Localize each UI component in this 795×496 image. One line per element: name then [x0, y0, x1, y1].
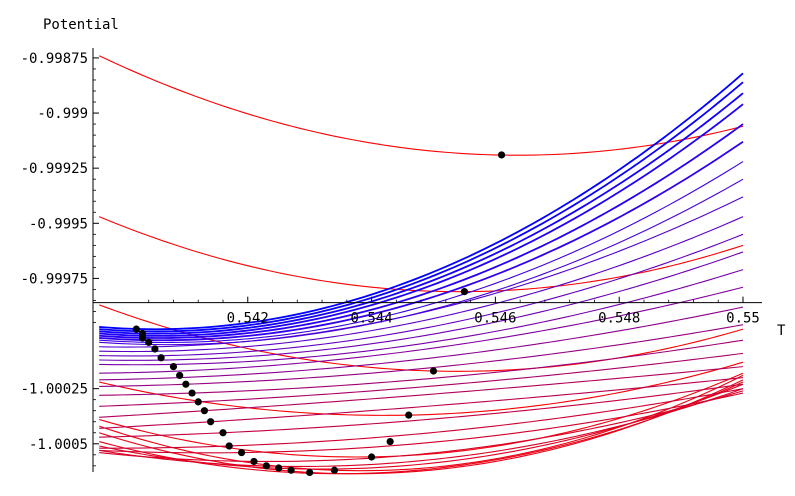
series-line-19: [99, 306, 744, 381]
series-line-2: [99, 304, 744, 372]
minimum-point-12: [237, 448, 246, 457]
y-axis-label: Potential: [43, 17, 119, 33]
minimum-point-3: [405, 411, 413, 419]
series-line-22: [99, 251, 744, 361]
minimum-point-17: [194, 398, 202, 406]
minimum-point-15: [207, 418, 215, 426]
y-tick-label-0: -0.99875: [21, 51, 88, 67]
y-ticks-layer: -0.99875 -0.999 -0.99925 -0.9995 -0.99975 -1.…: [21, 51, 99, 467]
series-line-18: [99, 324, 744, 387]
minimum-point-10: [262, 462, 270, 470]
series-line-21: [99, 269, 744, 366]
minimum-point-0: [497, 151, 506, 159]
series-line-9: [99, 388, 744, 468]
series-line-14: [99, 377, 744, 429]
series-line-32: [99, 81, 744, 333]
series-line-7: [99, 381, 744, 475]
series-line-20: [99, 286, 744, 374]
series-line-23: [99, 233, 744, 357]
series-line-33: [99, 72, 744, 331]
series-line-12: [99, 388, 744, 449]
x-tick-label-0: 0.542: [227, 311, 269, 327]
series-line-27: [99, 161, 744, 344]
minimum-point-13: [225, 442, 233, 450]
minimum-point-21: [169, 363, 178, 371]
x-ticks-layer: 0.542 0.544 0.546 0.548 0.55: [148, 296, 760, 327]
minimum-point-9: [275, 464, 283, 472]
series-line-26: [99, 178, 744, 346]
x-tick-label-1: 0.544: [350, 311, 392, 327]
minimum-point-27: [132, 325, 140, 333]
y-tick-label-3: -0.9995: [29, 216, 88, 232]
series-line-31: [99, 92, 744, 335]
axes-layer: -0.99875 -0.999 -0.99925 -0.9995 -0.99975 -1.…: [21, 17, 786, 472]
points-layer: [132, 151, 506, 477]
series-line-4: [99, 372, 744, 458]
series-line-17: [99, 339, 744, 396]
y-tick-label-6: -1.0005: [29, 437, 88, 453]
minimum-point-5: [367, 453, 376, 461]
x-tick-label-4: 0.55: [726, 311, 760, 327]
series-line-24: [99, 216, 744, 353]
minimum-point-14: [219, 429, 227, 437]
minimum-point-11: [250, 457, 258, 466]
series-line-10: [99, 390, 744, 463]
x-axis-label: T: [777, 323, 786, 339]
series-line-30: [99, 103, 744, 337]
series-line-16: [99, 352, 744, 407]
minimum-point-16: [200, 407, 209, 415]
minimum-point-1: [460, 288, 469, 296]
minimum-point-24: [145, 338, 153, 346]
minimum-point-7: [306, 468, 314, 477]
minimum-point-22: [157, 354, 165, 362]
y-tick-label-4: -0.99975: [21, 271, 88, 287]
series-line-29: [99, 123, 744, 339]
minimum-point-8: [287, 466, 295, 474]
minimum-point-19: [182, 380, 190, 388]
series-line-11: [99, 392, 744, 454]
minimum-point-23: [151, 345, 159, 353]
minimum-point-2: [429, 367, 438, 375]
y-tick-label-2: -0.99925: [21, 161, 88, 177]
series-line-0: [98, 55, 744, 156]
minimum-point-4: [386, 437, 394, 446]
series-line-13: [99, 383, 744, 438]
x-tick-label-2: 0.546: [474, 311, 516, 327]
minimum-point-6: [330, 466, 339, 474]
y-tick-label-1: -0.999: [37, 106, 88, 122]
curves-layer: [98, 55, 744, 475]
minimum-point-18: [188, 389, 196, 397]
minimum-point-26: [138, 329, 147, 338]
y-tick-label-5: -1.00025: [21, 382, 88, 398]
minimum-point-20: [176, 371, 184, 380]
x-tick-label-3: 0.548: [598, 311, 640, 327]
series-line-3: [99, 361, 744, 416]
